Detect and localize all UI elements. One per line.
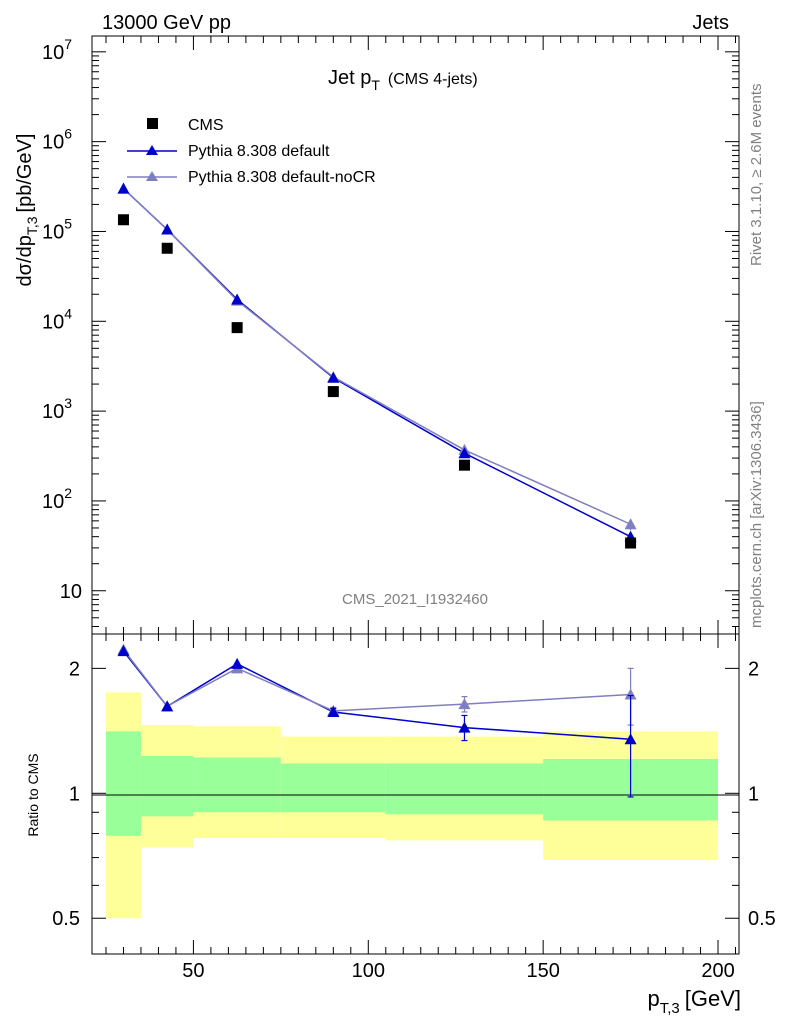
- x-axis-label: pT,3 [GeV]: [647, 986, 741, 1017]
- y-tick-label-base: 10: [42, 42, 64, 64]
- legend-cms-label: CMS: [188, 117, 224, 134]
- legend: CMS Pythia 8.308 default Pythia 8.308 de…: [127, 117, 376, 186]
- inner-uncertainty-band: [280, 763, 386, 813]
- x-tick-label: 150: [526, 960, 559, 982]
- ylabel-subscript: T,3: [24, 216, 40, 235]
- y-tick-label-base: 10: [42, 221, 64, 243]
- cms-data-point: [117, 214, 129, 226]
- legend-nocr-label: Pythia 8.308 default-noCR: [188, 169, 376, 186]
- ratio-default-point: [161, 700, 174, 712]
- title-extra-text: (CMS 4-jets): [388, 71, 478, 88]
- ratio-y-tick-label-right: 1: [748, 783, 759, 805]
- y-tick-label-exponent: 5: [64, 215, 72, 231]
- legend-default-label: Pythia 8.308 default: [188, 143, 330, 160]
- legend-nocr-marker: [146, 171, 158, 181]
- y-tick-label: 104: [42, 305, 72, 333]
- inner-uncertainty-band: [193, 757, 281, 813]
- nocr-point: [624, 518, 637, 530]
- ratio-default-line: [122, 650, 631, 740]
- title-subscript: T: [371, 77, 380, 93]
- xlabel-unit-text: [GeV]: [685, 986, 741, 1011]
- y-tick-label-base: 10: [42, 311, 64, 333]
- ratio-plot-frame: [91, 633, 740, 955]
- ratio-y-tick-label-left: 1: [69, 783, 80, 805]
- default-series-line: [122, 188, 631, 538]
- ratio-axis-ticks: [92, 634, 739, 954]
- y-tick-label: 10: [60, 581, 82, 603]
- header-right-text: Jets: [692, 12, 729, 34]
- y-tick-label-exponent: 2: [64, 485, 72, 501]
- default-point: [161, 223, 174, 235]
- default-point: [117, 182, 130, 194]
- cms-data-point: [161, 242, 173, 254]
- xlabel-main-text: p: [647, 986, 659, 1011]
- main-data-layer: [117, 182, 637, 549]
- ratio-y-tick-label-right: 2: [748, 658, 759, 680]
- cms-data-point: [458, 459, 470, 471]
- ratio-default-point: [327, 705, 340, 717]
- ratio-default-point: [624, 733, 637, 745]
- ratio-uncertainty-bands: [105, 692, 719, 919]
- ratio-y-tick-label-right: 0.5: [748, 908, 776, 930]
- ratio-tick-labels: 2 2 1 1 0.5 0.5 50 100 150 200: [52, 658, 776, 982]
- ratio-default-point: [458, 721, 471, 733]
- y-tick-label-base: 10: [42, 491, 64, 513]
- ratio-y-axis-label: Ratio to CMS: [25, 753, 41, 836]
- default-point: [231, 293, 244, 305]
- inner-uncertainty-band: [105, 731, 141, 836]
- ratio-plot-panel: 2 2 1 1 0.5 0.5 50 100 150 200 Ratio to CMS pT,3 […: [25, 633, 776, 1017]
- rivet-version-text: Rivet 3.1.10, ≥ 2.6M events: [748, 84, 765, 267]
- ylabel-main-text: dσ/dp: [14, 235, 36, 286]
- y-tick-label-base: 10: [42, 401, 64, 423]
- legend-cms-marker: [147, 118, 158, 129]
- y-tick-label: 106: [42, 126, 72, 154]
- x-tick-label: 200: [701, 960, 734, 982]
- y-tick-label: 103: [42, 395, 72, 423]
- y-tick-label-exponent: 3: [64, 395, 72, 411]
- ylabel-unit-text: [pb/GeV]: [14, 134, 36, 213]
- y-tick-label: 102: [42, 485, 72, 513]
- inner-uncertainty-band: [140, 755, 194, 817]
- header-left-text: 13000 GeV pp: [102, 12, 231, 34]
- main-axis-ticks: [92, 36, 739, 634]
- cms-data-point: [625, 537, 637, 549]
- cms-data-point: [327, 386, 339, 398]
- xlabel-subscript: T,3: [660, 1000, 680, 1017]
- ratio-y-tick-label-left: 0.5: [52, 908, 80, 930]
- x-tick-label: 100: [352, 960, 385, 982]
- cms-data-point: [231, 322, 243, 334]
- y-tick-label: 105: [42, 215, 72, 243]
- y-tick-label-exponent: 6: [64, 126, 72, 142]
- watermark-text: CMS_2021_I1932460: [342, 591, 488, 608]
- ratio-nocr-point: [458, 698, 471, 710]
- ratio-nocr-point: [624, 688, 637, 700]
- title-main-text: Jet p: [328, 67, 371, 89]
- mcplots-reference-text: mcplots.cern.ch [arXiv:1306.3436]: [748, 401, 765, 628]
- default-point: [458, 447, 471, 459]
- main-y-axis-label: dσ/dpT,3 [pb/GeV]: [14, 134, 40, 287]
- ratio-nocr-line: [122, 649, 631, 712]
- ratio-default-point: [117, 645, 130, 657]
- x-tick-label: 50: [182, 960, 204, 982]
- y-tick-label: 107: [42, 36, 72, 64]
- legend-default-marker: [146, 145, 158, 155]
- y-tick-label-exponent: 4: [64, 305, 72, 321]
- ratio-y-tick-label-left: 2: [69, 658, 80, 680]
- inner-uncertainty-band: [385, 763, 544, 815]
- ratio-data-layer: [117, 643, 637, 798]
- y-tick-label-base: 10: [60, 581, 82, 603]
- y-tick-label-exponent: 7: [64, 36, 72, 52]
- ratio-default-point: [231, 657, 244, 669]
- nocr-series-line: [122, 188, 631, 525]
- main-plot-title: Jet pT (CMS 4-jets): [328, 67, 478, 93]
- y-tick-label-base: 10: [42, 132, 64, 154]
- default-point: [327, 371, 340, 383]
